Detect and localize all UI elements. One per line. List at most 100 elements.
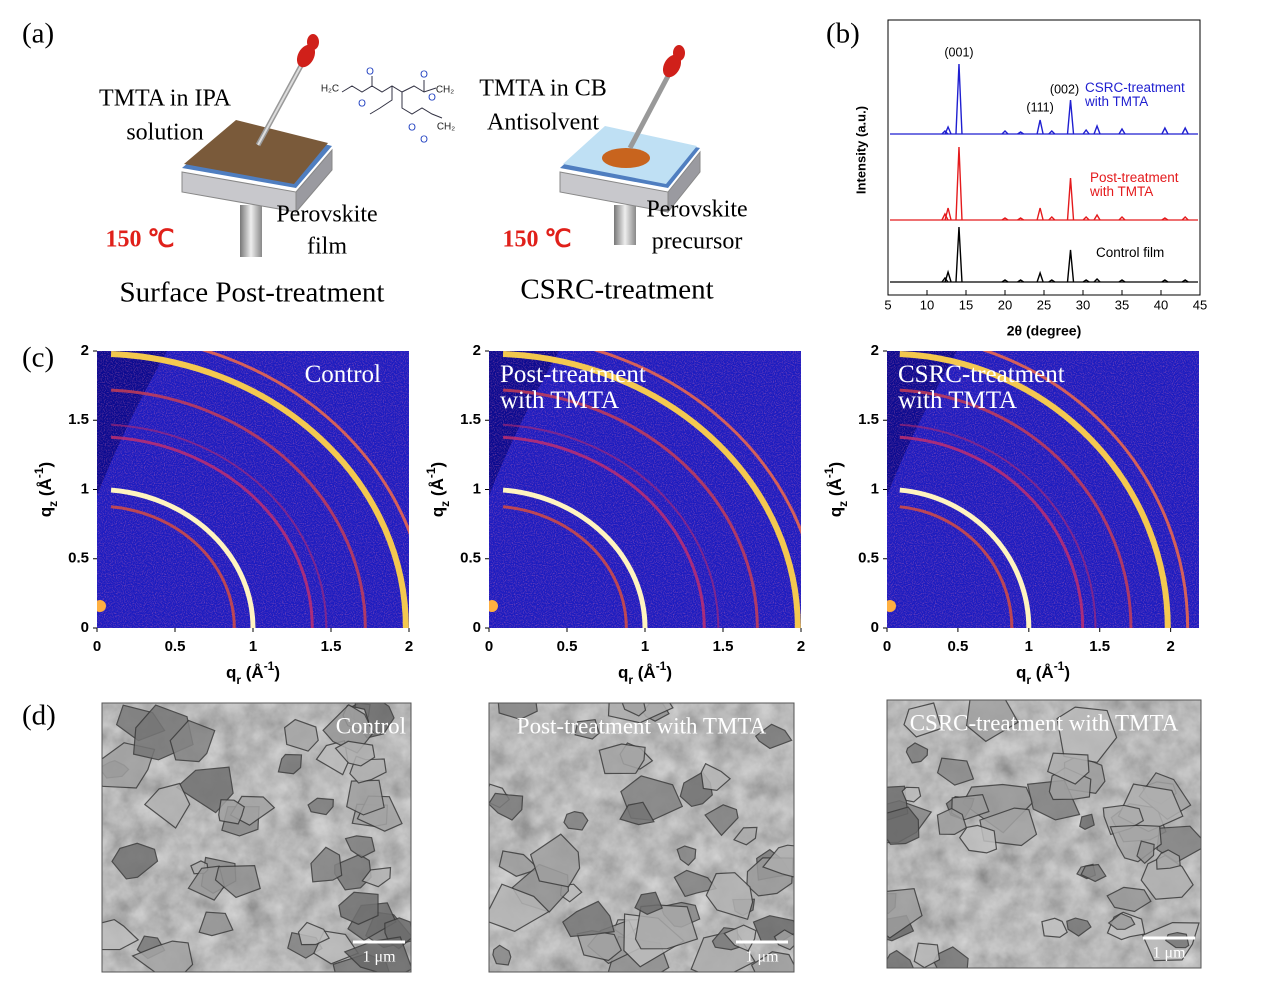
y-axis-label: qz (Å-1): [822, 462, 850, 517]
peak: [1017, 279, 1024, 283]
grain: [489, 792, 524, 821]
reagent-label: Antisolvent: [487, 110, 599, 136]
grain: [175, 766, 234, 814]
peak: [1001, 217, 1009, 221]
atom-label: O: [408, 123, 416, 134]
grain: [489, 883, 550, 933]
grain: [905, 742, 929, 764]
panel-label: (d): [22, 700, 56, 732]
peak: [1181, 279, 1189, 283]
grain: [700, 762, 732, 792]
grain: [307, 797, 334, 816]
diffraction-ring: [110, 505, 236, 628]
diffraction-ring: [502, 351, 801, 628]
substrate-label: precursor: [652, 229, 743, 255]
axis-label-part: -1: [822, 467, 836, 478]
grain: [111, 842, 159, 880]
peak: [944, 207, 952, 221]
grain: [131, 940, 194, 972]
x-axis-label: qr (Å-1): [1016, 659, 1070, 687]
atom-label: CH₂: [436, 85, 454, 96]
scale-bar-label: 1 μm: [362, 949, 396, 966]
image-label: Control: [336, 713, 406, 738]
noise: [97, 351, 409, 628]
atom-label: O: [358, 99, 366, 110]
peak: [1161, 279, 1169, 283]
peak: [1036, 270, 1044, 283]
grain: [574, 718, 600, 740]
beam-spot: [97, 600, 106, 612]
beam-spot: [489, 600, 498, 612]
axis-label-part: z: [836, 501, 850, 507]
peak: [1001, 279, 1009, 283]
grain: [198, 911, 234, 937]
x-tick-label: 0.5: [947, 638, 968, 655]
grain: [169, 719, 216, 763]
grain: [1080, 863, 1107, 883]
peak: [941, 212, 949, 221]
y-tick-label: 1: [473, 480, 481, 497]
x-tick-label: 5: [884, 297, 891, 312]
diffraction-ring: [899, 487, 1032, 628]
x-tick-label: 2: [405, 638, 413, 655]
axis-label-part: ): [36, 462, 55, 468]
peak-annotation: (111): [1026, 100, 1053, 114]
axis-label-part: z: [46, 501, 60, 507]
y-tick-label: 0.5: [68, 550, 89, 567]
axis-label-part: q: [36, 507, 55, 517]
y-axis-label: qz (Å-1): [32, 462, 60, 517]
grain: [214, 864, 261, 899]
x-tick-label: 45: [1193, 297, 1207, 312]
grain: [705, 872, 754, 921]
axis-label-part: ): [428, 462, 447, 468]
caption: CSRC-treatment: [520, 274, 713, 306]
grain: [346, 779, 385, 816]
grain: [936, 807, 968, 836]
x-tick-label: 0: [93, 638, 101, 655]
grain: [965, 700, 1019, 743]
giwaxs-image: [97, 351, 409, 628]
x-tick-label: 2: [797, 638, 805, 655]
panel-label: (c): [22, 342, 54, 374]
diffraction-ring: [981, 351, 1190, 628]
x-tick-label: 0.5: [557, 638, 578, 655]
grain: [563, 810, 589, 831]
peak: [1066, 177, 1075, 221]
x-tick-label: 35: [1115, 297, 1129, 312]
legend-entry: CSRC-treatment with TMTA: [1085, 80, 1185, 110]
y-tick-label: 2: [473, 342, 481, 359]
legend-entry: Control film: [1096, 245, 1165, 260]
axis-label-part: (Å: [241, 663, 264, 682]
grain: [361, 866, 392, 888]
peak: [1093, 124, 1101, 135]
x-tick-label: 1: [249, 638, 257, 655]
diffraction-ring: [899, 388, 1133, 628]
grain: [913, 942, 941, 968]
image-label: CSRC-treatment with TMTA: [898, 361, 1065, 415]
sem-frame: [886, 699, 1202, 969]
peak: [1161, 126, 1169, 135]
grain: [676, 845, 697, 866]
x-tick-label: 1.5: [321, 638, 342, 655]
grain: [762, 844, 794, 878]
grain: [1066, 917, 1092, 937]
diffraction-ring: [899, 435, 1085, 628]
axis-label-part: ): [1064, 663, 1070, 682]
axis-label-part: -1: [32, 467, 46, 478]
peak: [955, 63, 963, 135]
peak: [1036, 119, 1044, 135]
grain: [958, 824, 998, 854]
peak: [1082, 216, 1090, 221]
y-tick-label: 1.5: [858, 411, 879, 428]
diffraction-ring: [110, 351, 409, 628]
legend-entry: Post-treatment with TMTA: [1090, 170, 1179, 200]
grain: [1107, 912, 1136, 930]
atom-label: O: [366, 67, 374, 78]
y-tick-label: 1.5: [68, 411, 89, 428]
schematic-post: [181, 34, 333, 257]
panel-label: (b): [826, 18, 860, 50]
peak: [944, 125, 952, 135]
peak: [1036, 207, 1044, 221]
y-tick-label: 2: [871, 342, 879, 359]
